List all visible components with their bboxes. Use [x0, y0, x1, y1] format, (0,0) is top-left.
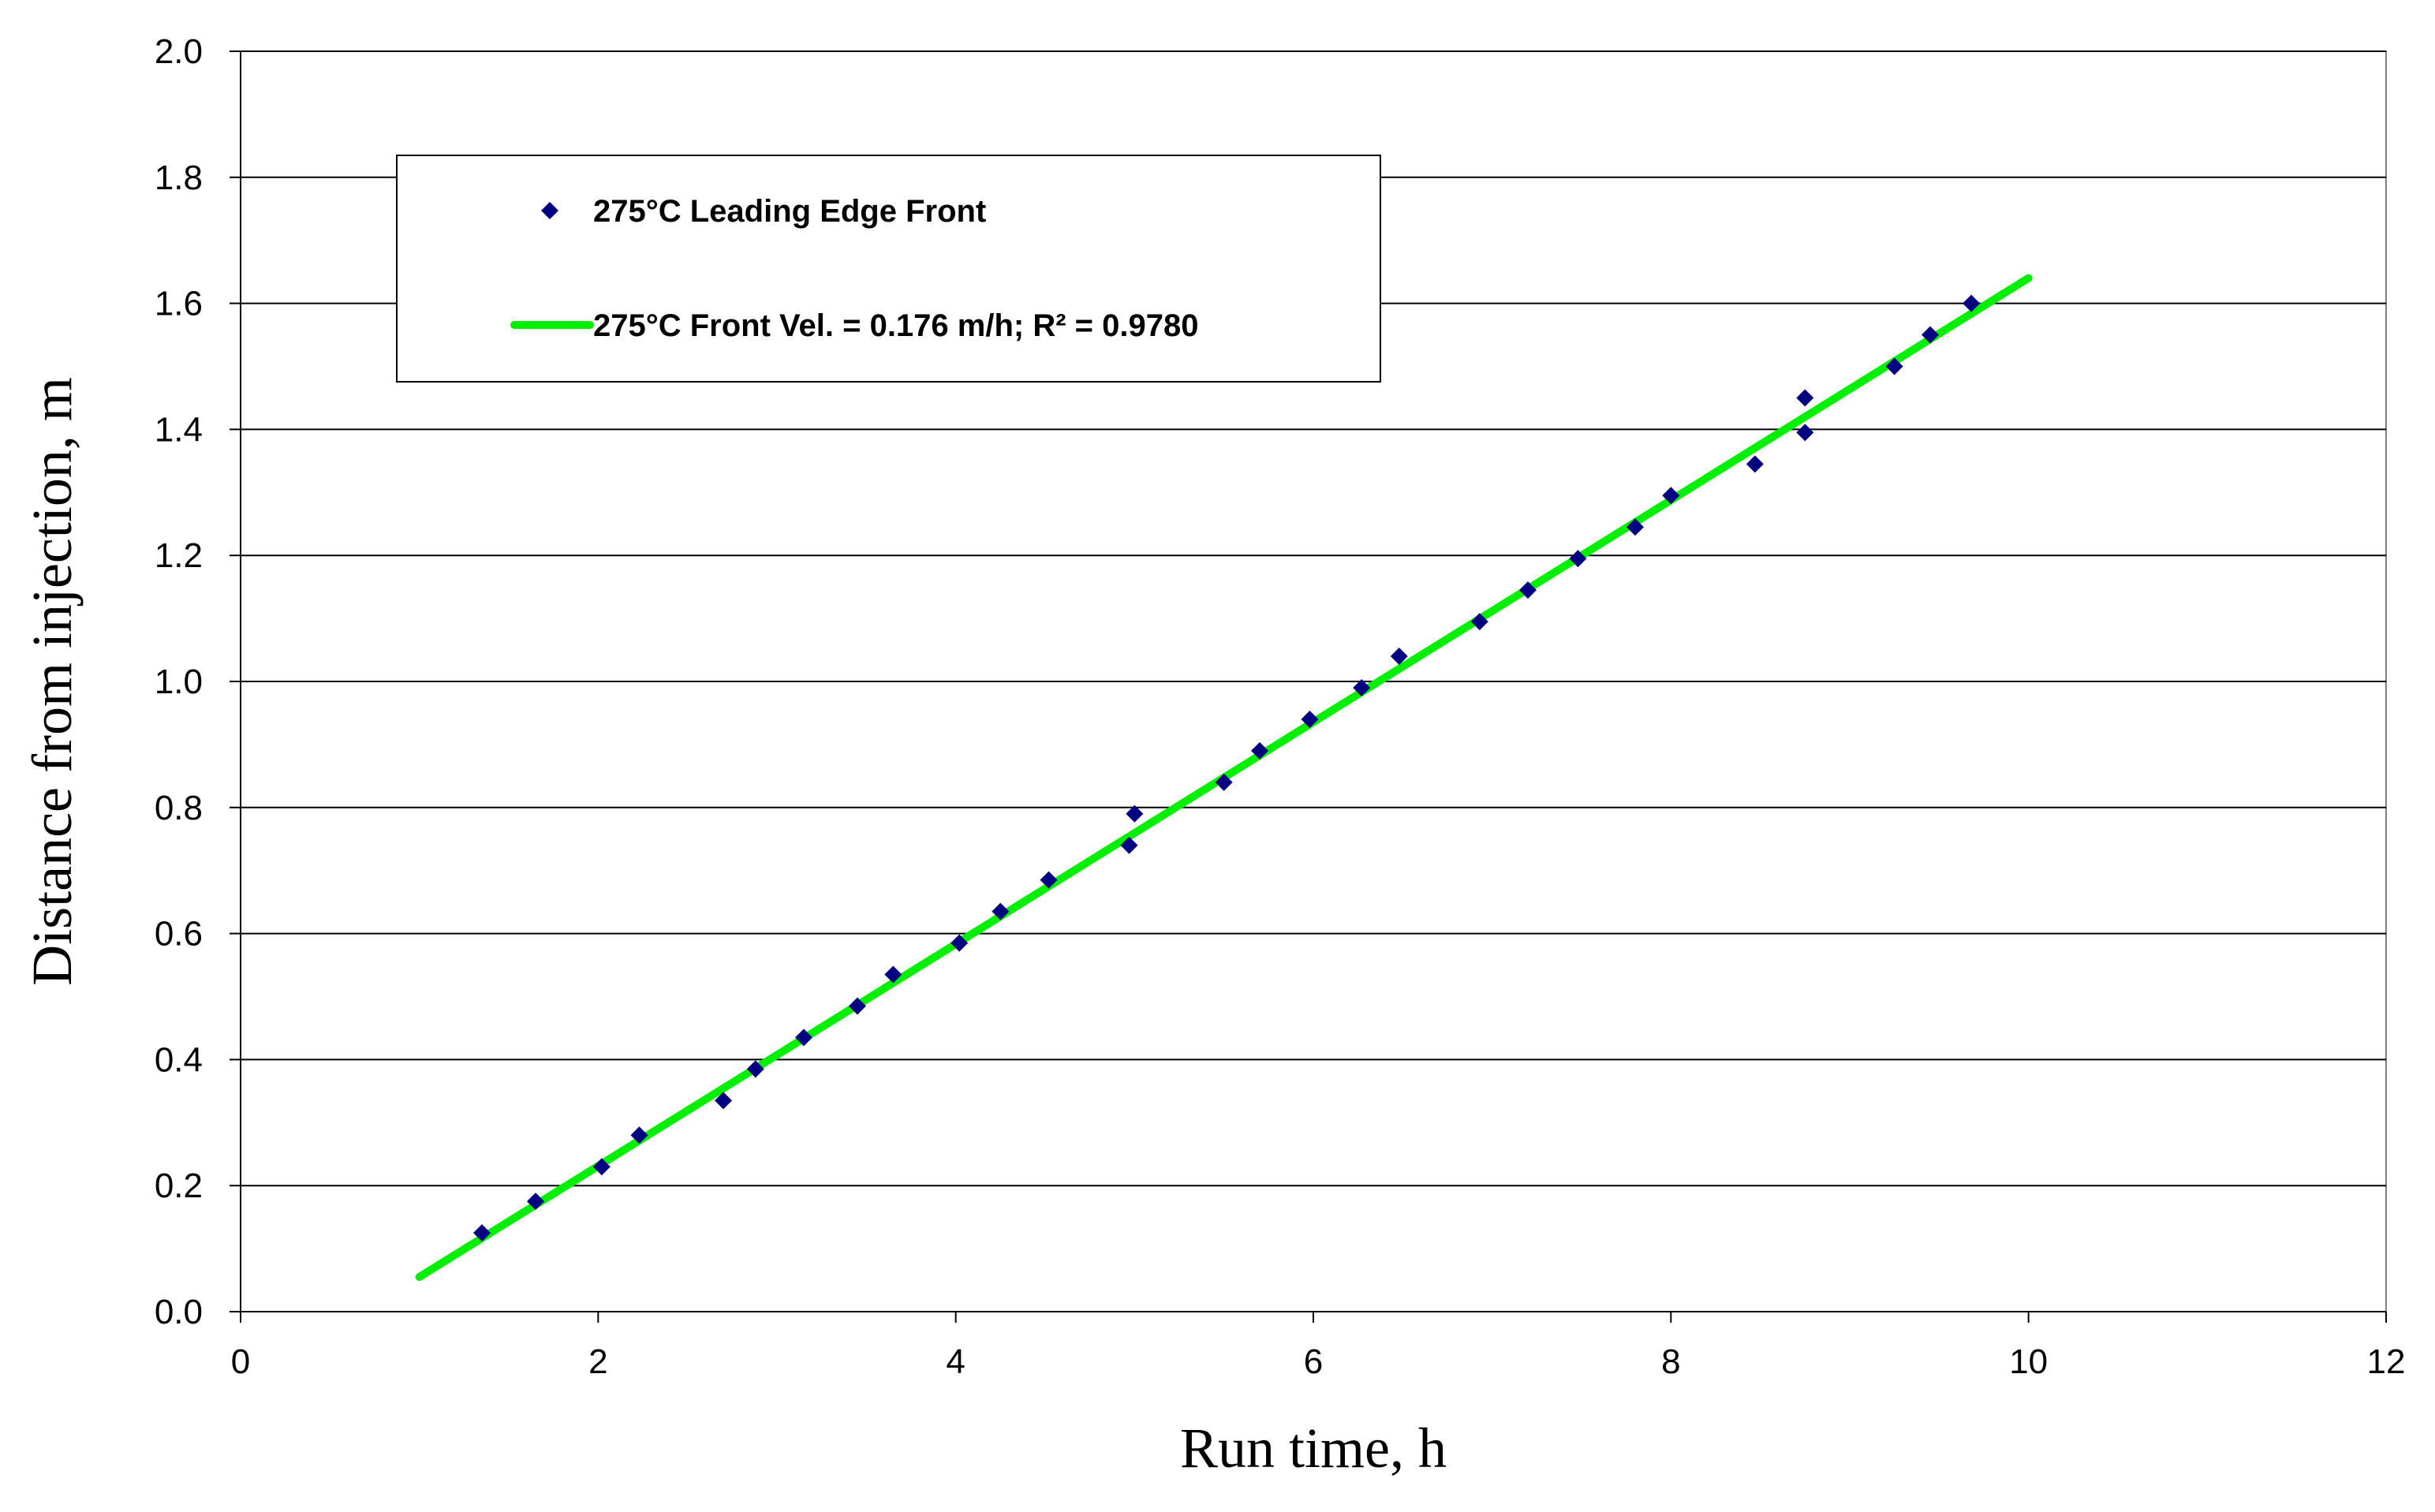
data-point	[746, 1060, 764, 1078]
x-tick-label: 8	[1661, 1342, 1680, 1381]
data-point	[1120, 836, 1138, 854]
legend-marker-diamond	[541, 202, 558, 219]
data-point	[715, 1092, 732, 1110]
data-point	[1746, 455, 1764, 473]
data-point	[1569, 550, 1587, 568]
data-point	[1126, 805, 1144, 823]
data-point	[527, 1193, 544, 1211]
x-tick-labels: 0 2 4 6 8 10 12	[231, 1312, 2406, 1381]
data-point	[1251, 741, 1268, 760]
data-point	[1040, 871, 1058, 889]
y-tick-label: 1.2	[155, 536, 203, 575]
y-tick-label: 0.2	[155, 1167, 203, 1205]
legend-label-trendline: 275°C Front Vel. = 0.176 m/h; R² = 0.978…	[593, 308, 1198, 343]
data-point	[1921, 326, 1939, 344]
data-point	[849, 997, 866, 1015]
data-point	[1662, 487, 1680, 505]
data-point	[884, 965, 902, 984]
data-point	[630, 1126, 648, 1144]
data-point	[473, 1224, 491, 1242]
x-tick-label: 12	[2367, 1342, 2406, 1381]
data-point	[795, 1029, 812, 1047]
data-point	[1301, 710, 1319, 728]
data-point	[1470, 613, 1488, 631]
data-point	[1626, 518, 1644, 536]
x-axis-title: Run time, h	[1180, 1417, 1447, 1480]
x-tick-label: 0	[231, 1342, 250, 1381]
y-tick-label: 1.4	[155, 410, 203, 449]
y-tick-label: 1.8	[155, 159, 203, 197]
data-point	[592, 1158, 611, 1176]
y-axis-title: Distance from injection, m	[21, 377, 84, 986]
data-point	[1390, 648, 1408, 666]
legend-label-scatter: 275°C Leading Edge Front	[593, 194, 986, 229]
y-tick-label: 0.0	[155, 1293, 203, 1331]
x-tick-label: 6	[1304, 1342, 1323, 1381]
y-tick-label: 0.8	[155, 789, 203, 827]
y-tick-label: 1.6	[155, 285, 203, 323]
x-tick-label: 2	[588, 1342, 607, 1381]
x-tick-label: 4	[946, 1342, 965, 1381]
y-tick-labels: 0.0 0.2 0.4 0.6 0.8 1.0 1.2 1.4 1.6 1.8 2.0	[155, 32, 241, 1331]
data-point	[1796, 389, 1814, 407]
x-tick-label: 10	[2009, 1342, 2048, 1381]
scatter-series	[473, 294, 1981, 1242]
data-point	[1963, 294, 1981, 312]
y-tick-label: 0.4	[155, 1040, 203, 1079]
data-point	[1796, 424, 1814, 442]
data-point	[950, 934, 969, 952]
data-point	[1885, 357, 1903, 375]
data-point	[1519, 581, 1537, 599]
data-point	[1215, 773, 1233, 791]
legend-box	[396, 155, 1381, 383]
y-tick-label: 2.0	[155, 32, 203, 71]
y-tick-label: 0.6	[155, 915, 203, 954]
data-point	[1353, 678, 1371, 696]
legend: 275°C Leading Edge Front 275°C Front Vel…	[396, 155, 1381, 383]
y-tick-label: 1.0	[155, 663, 203, 701]
data-point	[992, 902, 1010, 920]
